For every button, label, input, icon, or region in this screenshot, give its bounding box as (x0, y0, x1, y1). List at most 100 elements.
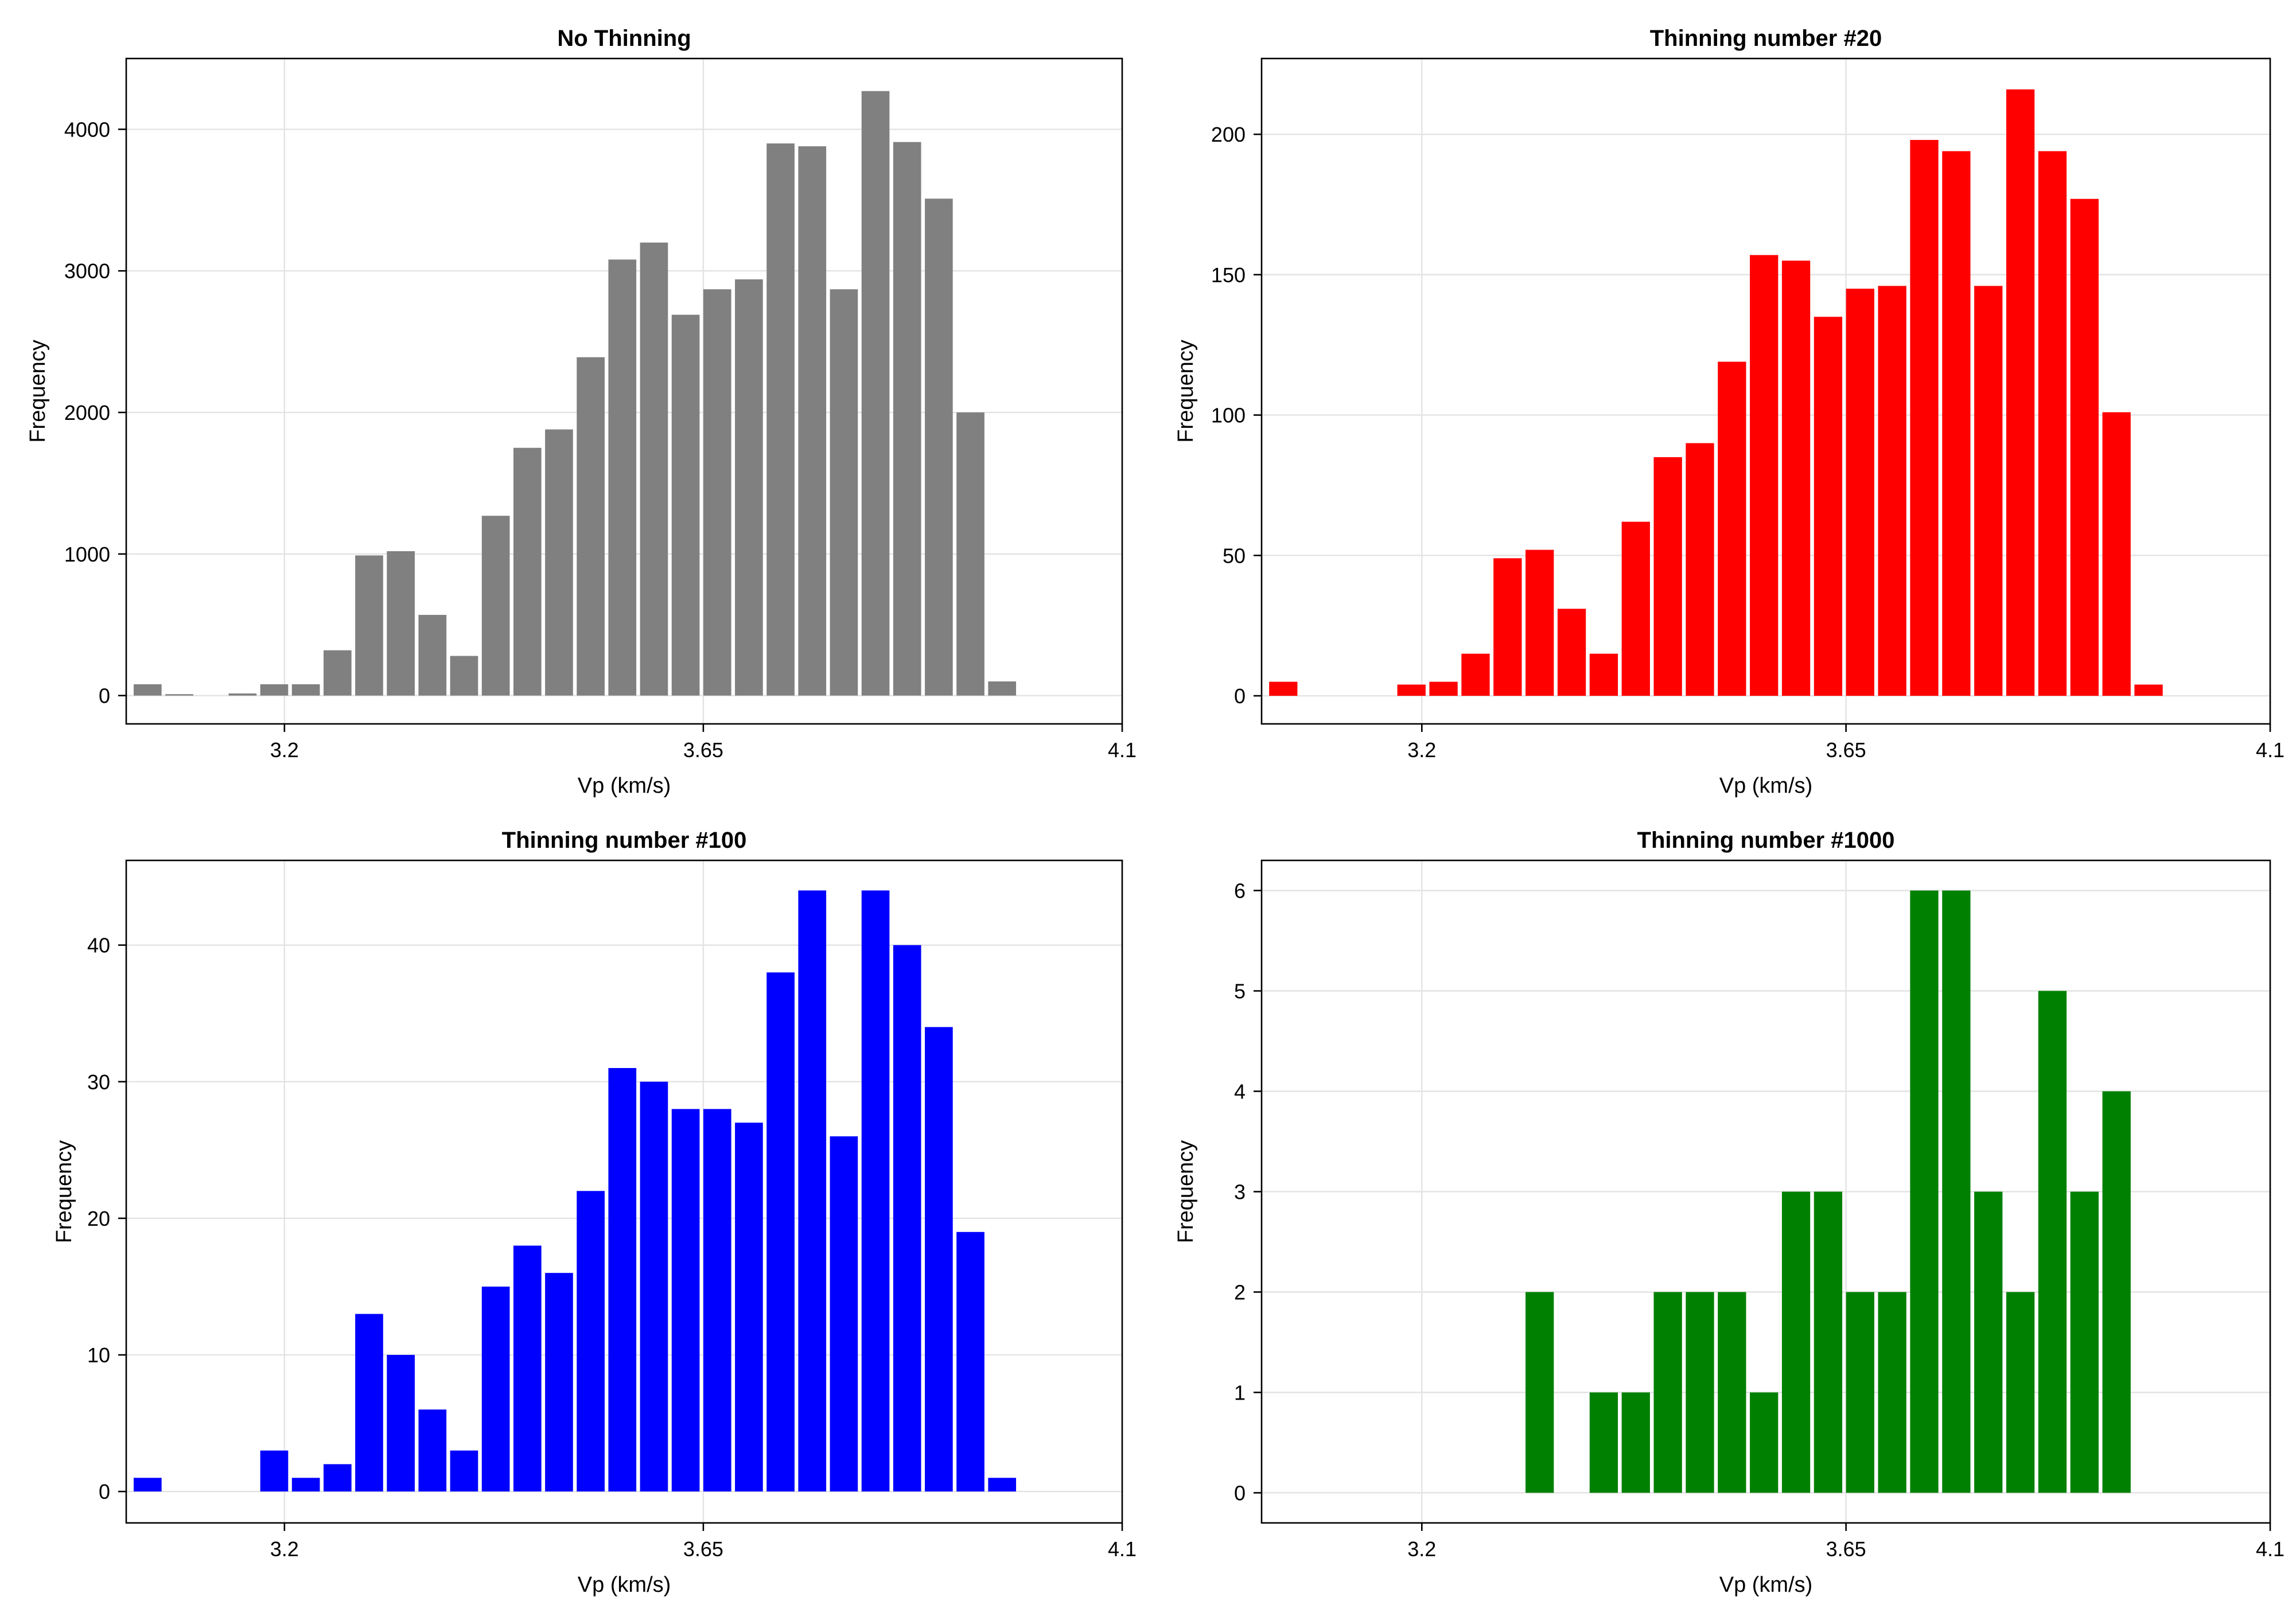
chart-title: Thinning number #20 (1650, 26, 1882, 51)
bar (1750, 1392, 1779, 1493)
bar (956, 412, 984, 696)
bar (608, 1067, 637, 1492)
bar (1526, 550, 1554, 696)
bar (798, 146, 827, 696)
bar (1910, 139, 1939, 696)
bar (1846, 289, 1874, 696)
bar (323, 650, 352, 696)
x-tick-label: 3.2 (270, 1537, 299, 1561)
x-tick-label: 3.2 (1407, 738, 1436, 762)
bar (355, 555, 383, 696)
y-tick-label: 5 (1234, 980, 1246, 1003)
bar (133, 1478, 162, 1492)
bar (766, 143, 795, 696)
bar (1429, 681, 1458, 696)
x-tick-label: 3.2 (1407, 1537, 1436, 1561)
plot-frame (1260, 57, 2271, 725)
bar (1461, 653, 1490, 696)
bar (228, 693, 257, 696)
bars (133, 890, 1017, 1492)
bar (2134, 684, 2163, 696)
bar (545, 429, 573, 696)
y-axis-label: Frequency (52, 1140, 76, 1244)
chart-title: Thinning number #100 (502, 828, 747, 853)
panel-no-thinning: 3.2 3.65 4.1 0 1000 2000 3000 4000 No Thinning Vp… (0, 0, 1148, 810)
bars (1269, 89, 2163, 696)
bar (165, 694, 193, 696)
bar (1686, 443, 1714, 696)
y-tick-label: 50 (1223, 544, 1246, 567)
bar (291, 684, 320, 696)
bars (133, 91, 1017, 696)
bar (1493, 558, 1522, 696)
bar (640, 242, 668, 696)
bar (1269, 681, 1298, 696)
x-tick-label: 4.1 (2256, 1537, 2285, 1561)
bar (323, 1464, 352, 1492)
chart-title: Thinning number #1000 (1637, 828, 1895, 853)
bar (988, 1478, 1017, 1492)
y-tick-label: 200 (1211, 123, 1246, 146)
bar (133, 684, 162, 696)
bar (1878, 1292, 1906, 1493)
bar (481, 516, 510, 696)
bar (577, 1191, 605, 1492)
bar (1910, 890, 1939, 1493)
y-tick-label: 1000 (64, 543, 110, 566)
y-tick-label: 3 (1234, 1180, 1246, 1204)
chart-title: No Thinning (557, 26, 691, 51)
bar (861, 890, 890, 1492)
x-axis: 3.2 3.65 4.1 (1407, 1523, 2285, 1561)
y-tick-label: 4 (1234, 1080, 1246, 1104)
x-tick-label: 3.65 (1826, 1537, 1866, 1561)
bar (1397, 684, 1426, 696)
y-tick-label: 10 (87, 1343, 110, 1367)
bar (450, 1450, 478, 1492)
bar (671, 314, 700, 696)
chart-svg: 3.2 3.65 4.1 0 1 2 3 4 5 6 Thinning number #1000 Vp… (1174, 828, 2285, 1597)
bar (1781, 260, 1811, 696)
y-tick-label: 3000 (64, 259, 110, 283)
bar (2070, 198, 2099, 696)
bar (956, 1232, 984, 1492)
y-tick-label: 6 (1234, 879, 1246, 903)
bar (703, 289, 731, 696)
bar (2038, 151, 2067, 696)
bar (735, 1123, 763, 1492)
y-axis-label: Frequency (1174, 340, 1198, 443)
bar (640, 1081, 668, 1492)
bar (418, 1409, 447, 1492)
bar (545, 1273, 573, 1492)
y-tick-label: 20 (87, 1207, 110, 1230)
x-tick-label: 3.65 (1826, 738, 1866, 762)
y-tick-label: 4000 (64, 118, 110, 141)
x-axis: 3.2 3.65 4.1 (270, 724, 1137, 762)
bar (387, 551, 415, 696)
chart-svg: 3.2 3.65 4.1 0 10 20 30 40 Thinning number #100 V… (52, 828, 1137, 1597)
x-tick-label: 3.2 (270, 738, 299, 762)
y-tick-label: 150 (1211, 263, 1246, 287)
bar (1621, 521, 1650, 696)
y-axis: 0 50 100 150 200 (1211, 123, 1262, 708)
y-axis: 0 1000 2000 3000 4000 (64, 118, 126, 708)
bar (893, 945, 921, 1492)
x-tick-label: 4.1 (2256, 738, 2285, 762)
y-tick-label: 0 (1234, 684, 1246, 708)
y-tick-label: 1 (1234, 1381, 1246, 1405)
bar (893, 142, 921, 696)
bar (1750, 255, 1779, 696)
y-axis-label: Frequency (1174, 1140, 1198, 1244)
bar (1686, 1292, 1714, 1493)
bar (861, 91, 890, 696)
x-axis-label: Vp (km/s) (578, 1573, 671, 1597)
bar (703, 1109, 731, 1492)
bar (671, 1109, 700, 1492)
bar (766, 972, 795, 1492)
x-tick-label: 4.1 (1108, 1537, 1137, 1561)
bar (387, 1355, 415, 1492)
bar (481, 1287, 510, 1492)
chart-svg: 3.2 3.65 4.1 0 50 100 150 200 Thinning number #2… (1174, 26, 2285, 798)
bar (355, 1314, 383, 1492)
bar (1942, 890, 1971, 1493)
